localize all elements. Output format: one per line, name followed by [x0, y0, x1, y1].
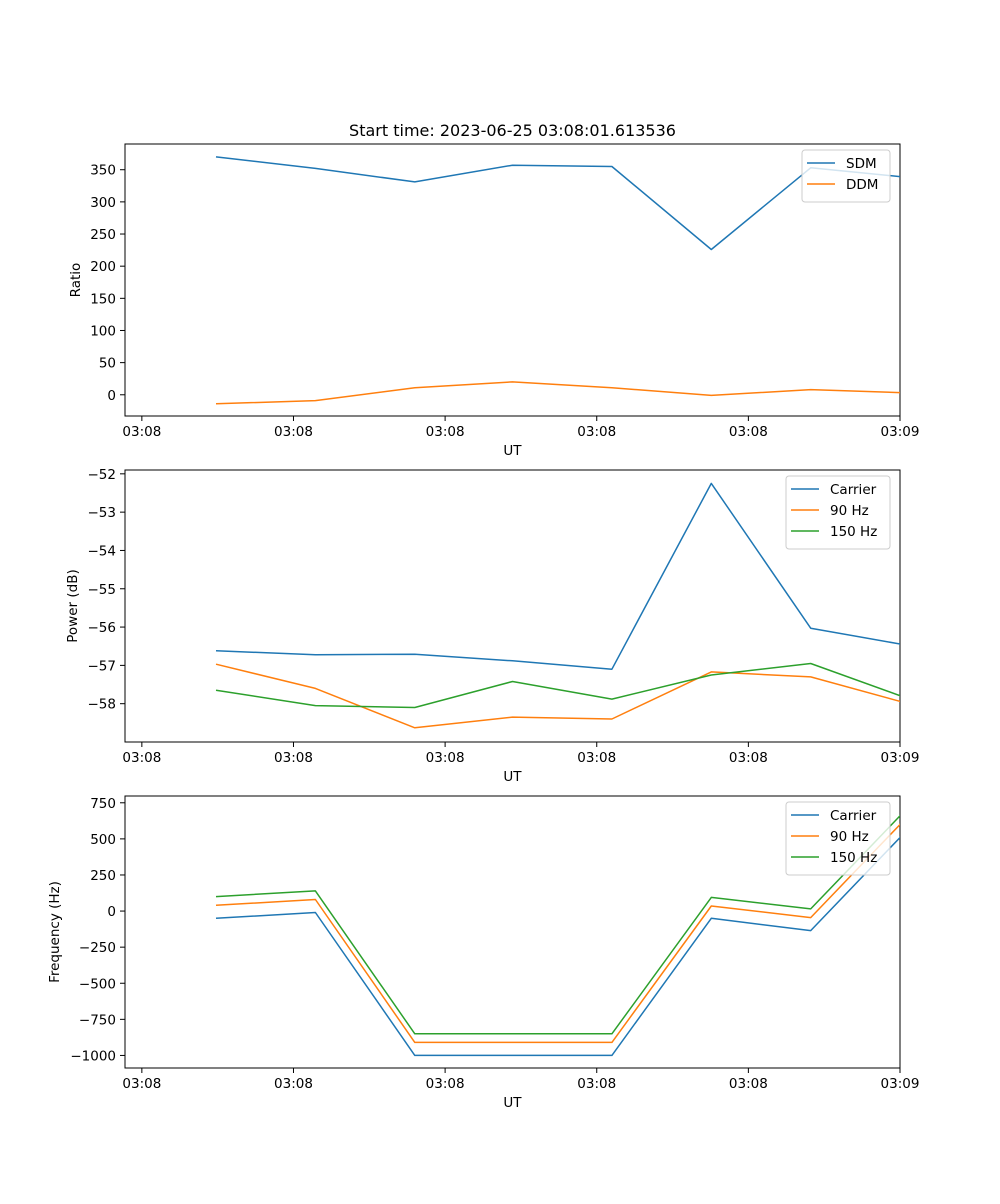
frequency-series-carrier-line	[215, 836, 900, 1057]
ratio-panel: Start time: 2023-06-25 03:08:01.61353603…	[68, 121, 919, 459]
frequency-x-tick-label: 03:08	[426, 1076, 465, 1092]
power-x-tick-label: 03:09	[881, 750, 920, 766]
power-legend-label-150-hz: 150 Hz	[830, 524, 877, 540]
power-y-tick-label: −58	[88, 697, 117, 713]
frequency-y-tick-label: 0	[107, 904, 116, 920]
power-x-tick-label: 03:08	[426, 750, 465, 766]
ratio-x-tick-label: 03:08	[274, 424, 313, 440]
power-legend-label-90-hz: 90 Hz	[830, 503, 869, 519]
frequency-x-tick-label: 03:08	[729, 1076, 768, 1092]
frequency-x-tick-label: 03:08	[577, 1076, 616, 1092]
ratio-series-ddm-line	[215, 381, 900, 405]
frequency-y-tick-label: 750	[90, 796, 116, 812]
frequency-x-tick-label: 03:08	[274, 1076, 313, 1092]
frequency-y-tick-label: −750	[79, 1012, 116, 1028]
frequency-legend-label-150-hz: 150 Hz	[830, 850, 877, 866]
power-series-150-hz-line	[215, 662, 900, 709]
power-legend-label-carrier: Carrier	[830, 482, 877, 498]
power-x-tick-label: 03:08	[122, 750, 161, 766]
ratio-y-tick-label: 0	[107, 388, 116, 404]
frequency-y-tick-label: −500	[79, 976, 116, 992]
ratio-y-tick-label: 150	[90, 291, 116, 307]
ratio-y-tick-label: 100	[90, 323, 116, 339]
frequency-series-150-hz-line	[215, 814, 900, 1035]
power-panel: 03:08 03:08 03:08 03:08 03:08 03:09 −58 −57 −56 −…	[65, 467, 919, 785]
power-x-tick-label: 03:08	[577, 750, 616, 766]
power-x-axis-label: UT	[503, 769, 522, 785]
power-series-carrier-line	[215, 482, 900, 670]
frequency-y-tick-label: −250	[79, 940, 116, 956]
power-y-tick-label: −53	[88, 505, 117, 521]
frequency-legend-label-90-hz: 90 Hz	[830, 829, 869, 845]
chart-title: Start time: 2023-06-25 03:08:01.613536	[349, 121, 676, 140]
power-plot-frame	[124, 469, 901, 743]
power-x-tick-label: 03:08	[274, 750, 313, 766]
frequency-x-tick-label: 03:09	[881, 1076, 920, 1092]
power-y-tick-label: −56	[88, 620, 117, 636]
frequency-panel: 03:08 03:08 03:08 03:08 03:08 03:09 −1000 −750 −…	[47, 795, 920, 1111]
ratio-plot-frame	[124, 143, 901, 417]
ratio-x-axis-label: UT	[503, 443, 522, 459]
ratio-x-tick-label: 03:08	[426, 424, 465, 440]
ratio-y-tick-label: 250	[90, 227, 116, 243]
power-y-axis-label: Power (dB)	[65, 569, 81, 642]
power-y-tick-label: −55	[88, 582, 117, 598]
power-y-tick-label: −54	[88, 543, 117, 559]
ratio-y-tick-label: 50	[99, 356, 116, 372]
frequency-x-axis-label: UT	[503, 1095, 522, 1111]
power-x-tick-label: 03:08	[729, 750, 768, 766]
power-series-90-hz-line	[215, 663, 900, 729]
ratio-x-tick-label: 03:08	[577, 424, 616, 440]
frequency-y-tick-label: 250	[90, 868, 116, 884]
ratio-y-tick-label: 300	[90, 195, 116, 211]
frequency-y-tick-label: 500	[90, 832, 116, 848]
ratio-x-tick-label: 03:08	[122, 424, 161, 440]
ratio-y-tick-label: 200	[90, 259, 116, 275]
frequency-series-90-hz-line	[215, 823, 900, 1044]
ratio-legend-label-sdm: SDM	[846, 156, 877, 172]
power-y-tick-label: −52	[88, 467, 117, 483]
frequency-x-tick-label: 03:08	[122, 1076, 161, 1092]
ratio-legend-label-ddm: DDM	[846, 177, 878, 193]
ratio-y-axis-label: Ratio	[68, 263, 84, 298]
power-y-tick-label: −57	[88, 658, 117, 674]
frequency-legend-label-carrier: Carrier	[830, 808, 877, 824]
frequency-y-tick-label: −1000	[70, 1048, 116, 1064]
ratio-y-tick-label: 350	[90, 163, 116, 179]
frequency-plot-frame	[124, 795, 901, 1069]
frequency-y-axis-label: Frequency (Hz)	[47, 881, 63, 983]
ratio-x-tick-label: 03:09	[881, 424, 920, 440]
ratio-x-tick-label: 03:08	[729, 424, 768, 440]
ratio-series-sdm-line	[215, 156, 900, 251]
